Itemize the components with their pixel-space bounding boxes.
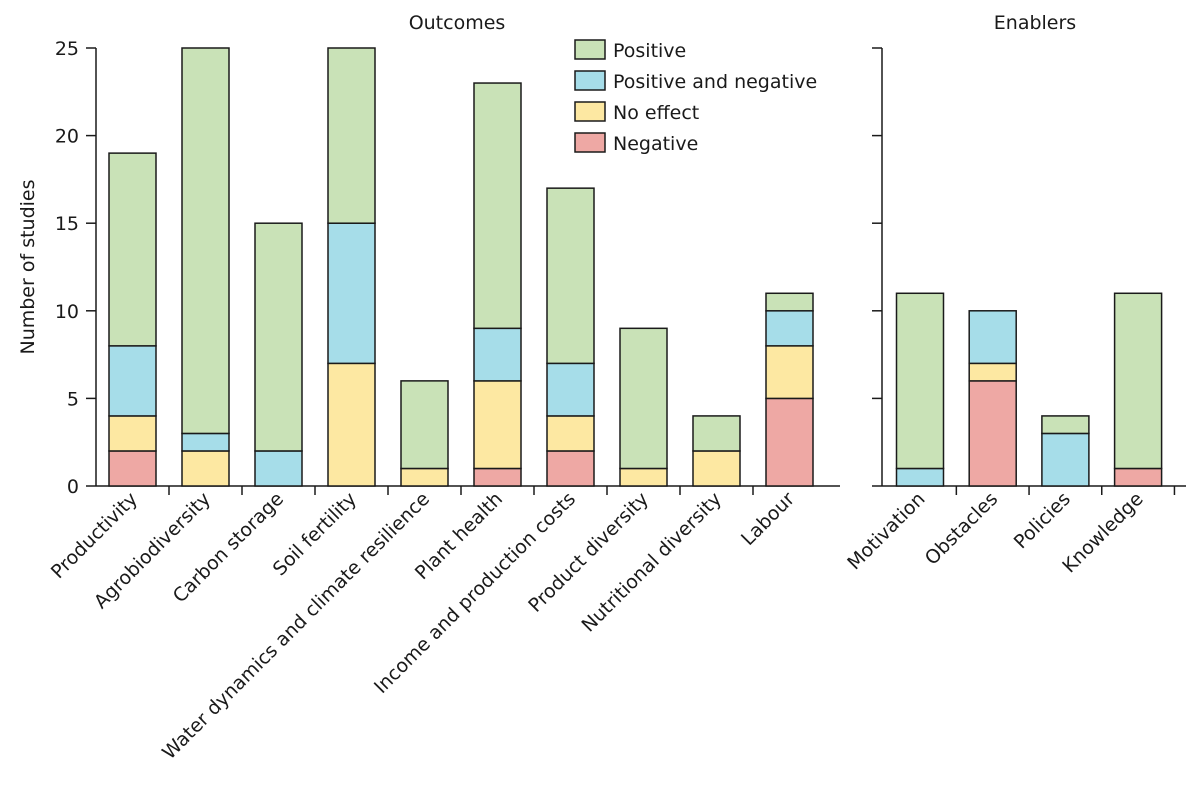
- bar-motivation-positive: [895, 292, 945, 470]
- legend-swatch-positive: [574, 39, 606, 60]
- bar-plant-health-no-effect: [473, 380, 522, 470]
- bar-agrobiodiversity-no-effect: [181, 450, 230, 487]
- panel-title-outcomes: Outcomes: [409, 12, 506, 34]
- y-axis-title: Number of studies: [17, 179, 39, 354]
- legend-label-positive: Positive: [613, 40, 686, 62]
- y-tick-label-0: 0: [67, 476, 79, 498]
- bar-productivity-negative: [108, 450, 157, 487]
- bar-soil-fertility-positive: [327, 47, 376, 224]
- y-tick-label-20: 20: [55, 126, 79, 148]
- bar-knowledge-negative: [1113, 467, 1163, 487]
- legend-swatch-no-effect: [574, 101, 606, 122]
- y-tick-label-25: 25: [55, 38, 79, 60]
- x-label-motivation: Motivation: [843, 488, 929, 574]
- bar-plant-health-negative: [473, 467, 522, 487]
- bar-obstacles-positive-and-negative: [968, 310, 1017, 365]
- bar-product-diversity-no-effect: [619, 467, 668, 487]
- legend-label-negative: Negative: [613, 133, 698, 155]
- bar-carbon-storage-positive: [254, 222, 303, 452]
- bar-income-and-production-costs-positive-and-negative: [546, 362, 595, 417]
- bar-labour-negative: [765, 397, 814, 487]
- bar-obstacles-no-effect: [968, 362, 1017, 382]
- bar-knowledge-positive: [1113, 292, 1163, 470]
- bar-labour-positive: [765, 292, 814, 312]
- bar-product-diversity-positive: [619, 327, 668, 470]
- bar-productivity-positive: [108, 152, 157, 347]
- legend-label-no-effect: No effect: [613, 102, 699, 124]
- bar-obstacles-negative: [968, 380, 1017, 487]
- x-label-product-diversity: Product diversity: [524, 488, 653, 617]
- legend-swatch-positive-and-negative: [574, 70, 606, 91]
- x-label-labour: Labour: [737, 488, 799, 550]
- bar-plant-health-positive-and-negative: [473, 327, 522, 382]
- bar-plant-health-positive: [473, 82, 522, 330]
- bar-nutritional-diversity-no-effect: [692, 450, 741, 487]
- bar-policies-positive: [1041, 415, 1090, 435]
- y-tick-label-5: 5: [67, 388, 79, 410]
- bar-nutritional-diversity-positive: [692, 415, 741, 452]
- bar-water-dynamics-and-climate-resilience-no-effect: [400, 467, 449, 487]
- bar-agrobiodiversity-positive: [181, 47, 230, 435]
- bar-agrobiodiversity-positive-and-negative: [181, 432, 230, 452]
- panel-title-enablers: Enablers: [994, 12, 1076, 34]
- x-label-obstacles: Obstacles: [921, 488, 1003, 570]
- bar-labour-positive-and-negative: [765, 310, 814, 347]
- y-tick-label-15: 15: [55, 213, 79, 235]
- bar-income-and-production-costs-positive: [546, 187, 595, 365]
- bar-income-and-production-costs-no-effect: [546, 415, 595, 452]
- legend-label-positive-and-negative: Positive and negative: [613, 71, 817, 93]
- bar-soil-fertility-no-effect: [327, 362, 376, 487]
- bar-carbon-storage-positive-and-negative: [254, 450, 303, 487]
- x-label-water-dynamics-and-climate-resilience: Water dynamics and climate resilience: [158, 488, 434, 764]
- y-tick-label-10: 10: [55, 301, 79, 323]
- bar-productivity-no-effect: [108, 415, 157, 452]
- bar-motivation-positive-and-negative: [895, 467, 945, 487]
- bar-soil-fertility-positive-and-negative: [327, 222, 376, 365]
- x-label-nutritional-diversity: Nutritional diversity: [577, 488, 726, 637]
- bar-productivity-positive-and-negative: [108, 345, 157, 417]
- legend-swatch-negative: [574, 132, 606, 153]
- x-label-policies: Policies: [1010, 488, 1075, 553]
- bar-policies-positive-and-negative: [1041, 432, 1090, 487]
- bar-water-dynamics-and-climate-resilience-positive: [400, 380, 449, 470]
- bar-income-and-production-costs-negative: [546, 450, 595, 487]
- bar-labour-no-effect: [765, 345, 814, 400]
